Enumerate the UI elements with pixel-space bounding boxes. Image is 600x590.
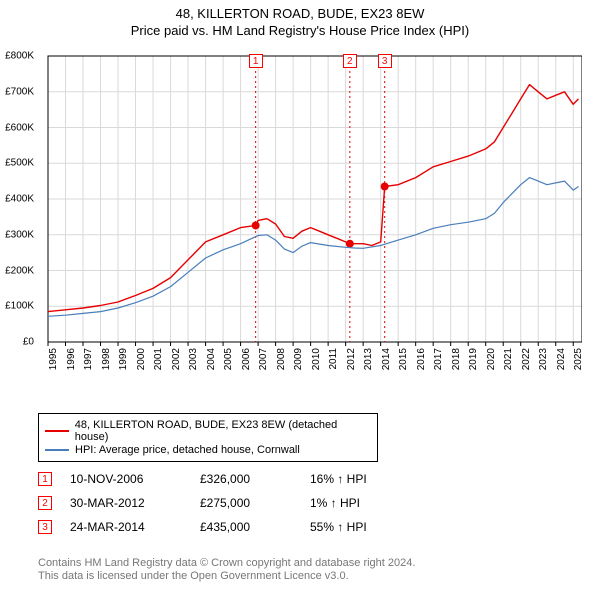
x-axis-tick-label: 2021	[503, 348, 514, 370]
x-axis-tick-label: 1998	[101, 348, 112, 370]
y-axis-tick-label: £800K	[0, 51, 34, 62]
x-axis-tick-label: 2016	[416, 348, 427, 370]
x-axis-tick-label: 2010	[311, 348, 322, 370]
x-axis-tick-label: 2015	[398, 348, 409, 370]
y-axis-tick-label: £500K	[0, 158, 34, 169]
x-axis-tick-label: 2006	[241, 348, 252, 370]
y-axis-tick-label: £200K	[0, 265, 34, 276]
x-axis-tick-label: 2005	[223, 348, 234, 370]
x-axis-tick-label: 2019	[468, 348, 479, 370]
x-axis-tick-label: 2025	[573, 348, 584, 370]
sale-diff-vs-hpi: 55% ↑ HPI	[310, 520, 430, 534]
sale-price: £326,000	[200, 472, 310, 486]
x-axis-tick-label: 2001	[153, 348, 164, 370]
x-axis-tick-label: 1999	[118, 348, 129, 370]
sale-diff-vs-hpi: 1% ↑ HPI	[310, 496, 430, 510]
footer-attribution: Contains HM Land Registry data © Crown c…	[38, 557, 415, 585]
x-axis-tick-label: 1995	[48, 348, 59, 370]
x-axis-tick-label: 2008	[276, 348, 287, 370]
sale-date: 24-MAR-2014	[70, 520, 200, 534]
sale-row-marker: 1	[38, 472, 52, 486]
x-axis-tick-label: 1997	[83, 348, 94, 370]
x-axis-tick-label: 2023	[538, 348, 549, 370]
sale-marker-3: 3	[378, 54, 392, 68]
sale-row: 3 24-MAR-2014£435,00055% ↑ HPI	[38, 520, 586, 534]
price-chart: £0£100K£200K£300K£400K£500K£600K£700K£80…	[38, 52, 586, 366]
x-axis-tick-label: 2013	[363, 348, 374, 370]
y-axis-tick-label: £100K	[0, 301, 34, 312]
x-axis-tick-label: 2024	[556, 348, 567, 370]
x-axis-tick-label: 2003	[188, 348, 199, 370]
y-axis-tick-label: £700K	[0, 86, 34, 97]
chart-canvas	[38, 52, 582, 366]
x-axis-tick-label: 2012	[346, 348, 357, 370]
sale-row: 1 10-NOV-2006£326,00016% ↑ HPI	[38, 472, 586, 486]
sale-row: 2 30-MAR-2012£275,0001% ↑ HPI	[38, 496, 586, 510]
x-axis-tick-label: 2018	[451, 348, 462, 370]
sale-row-marker: 2	[38, 496, 52, 510]
x-axis-tick-label: 2009	[293, 348, 304, 370]
y-axis-tick-label: £600K	[0, 122, 34, 133]
sale-price: £435,000	[200, 520, 310, 534]
x-axis-tick-label: 2007	[258, 348, 269, 370]
y-axis-tick-label: £400K	[0, 194, 34, 205]
x-axis-tick-label: 2022	[521, 348, 532, 370]
sale-date: 30-MAR-2012	[70, 496, 200, 510]
footer-line2: This data is licensed under the Open Gov…	[38, 570, 415, 584]
x-axis-tick-label: 2000	[136, 348, 147, 370]
x-axis-tick-label: 2011	[328, 348, 339, 370]
sale-diff-vs-hpi: 16% ↑ HPI	[310, 472, 430, 486]
sale-price: £275,000	[200, 496, 310, 510]
sale-row-marker: 3	[38, 520, 52, 534]
y-axis-tick-label: £300K	[0, 229, 34, 240]
x-axis-tick-label: 2014	[381, 348, 392, 370]
sale-date: 10-NOV-2006	[70, 472, 200, 486]
sale-marker-2: 2	[343, 54, 357, 68]
x-axis-tick-label: 1996	[66, 348, 77, 370]
chart-legend: 48, KILLERTON ROAD, BUDE, EX23 8EW (deta…	[38, 413, 378, 462]
page-subtitle: Price paid vs. HM Land Registry's House …	[0, 23, 600, 38]
x-axis-tick-label: 2020	[486, 348, 497, 370]
page-title: 48, KILLERTON ROAD, BUDE, EX23 8EW	[0, 0, 600, 23]
y-axis-tick-label: £0	[0, 337, 34, 348]
legend-label-hpi: HPI: Average price, detached house, Corn…	[75, 444, 300, 456]
legend-swatch-property	[45, 430, 69, 432]
sale-marker-1: 1	[249, 54, 263, 68]
footer-line1: Contains HM Land Registry data © Crown c…	[38, 557, 415, 571]
x-axis-tick-label: 2004	[206, 348, 217, 370]
x-axis-tick-label: 2002	[171, 348, 182, 370]
x-axis-tick-label: 2017	[433, 348, 444, 370]
legend-label-property: 48, KILLERTON ROAD, BUDE, EX23 8EW (deta…	[75, 419, 371, 443]
legend-swatch-hpi	[45, 449, 69, 451]
